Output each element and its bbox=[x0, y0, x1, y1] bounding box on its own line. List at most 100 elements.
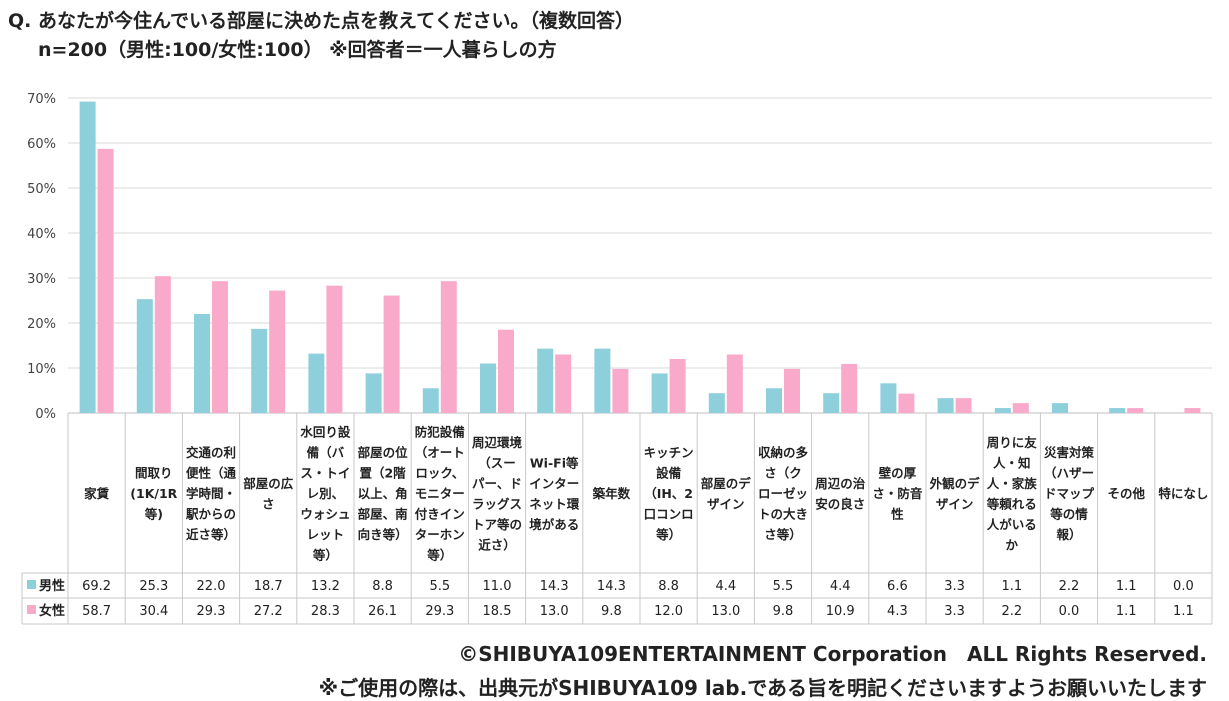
y-tick-label: 30% bbox=[27, 272, 56, 287]
data-label: 29.3 bbox=[197, 604, 226, 619]
category-label: 部屋の広さ bbox=[243, 476, 294, 512]
bar bbox=[612, 368, 629, 413]
category-label: キッチン設備（IH、2 口コンロ等） bbox=[644, 445, 694, 542]
bar bbox=[898, 393, 915, 413]
data-label: 0.0 bbox=[1173, 579, 1194, 594]
data-label: 6.6 bbox=[887, 579, 908, 594]
data-label: 2.2 bbox=[1059, 579, 1080, 594]
bar bbox=[97, 148, 114, 413]
data-label: 4.4 bbox=[715, 579, 736, 594]
data-label: 5.5 bbox=[429, 579, 450, 594]
bar bbox=[766, 388, 782, 413]
category-label: Wi-Fi等インターネット環境がある bbox=[529, 455, 580, 532]
data-label: 9.8 bbox=[601, 604, 622, 619]
legend-swatch bbox=[27, 580, 36, 589]
y-tick-label: 50% bbox=[27, 182, 56, 197]
data-label: 14.3 bbox=[540, 579, 569, 594]
bar bbox=[422, 388, 439, 413]
data-label: 69.2 bbox=[82, 579, 111, 594]
data-label: 3.3 bbox=[944, 579, 965, 594]
data-label: 18.5 bbox=[483, 604, 512, 619]
data-label: 4.3 bbox=[887, 604, 908, 619]
legend-label: 女性 bbox=[39, 603, 65, 619]
y-tick-label: 0% bbox=[35, 407, 56, 422]
bar bbox=[212, 281, 228, 413]
data-label: 0.0 bbox=[1059, 604, 1080, 619]
data-label: 13.0 bbox=[711, 604, 740, 619]
bar bbox=[480, 363, 496, 413]
bar bbox=[383, 295, 400, 413]
category-label: 防犯設備（オートロック、モニター付きインターホン等） bbox=[415, 425, 466, 563]
data-label: 14.3 bbox=[597, 579, 626, 594]
category-label: 収納の多さ（クローゼットの大きさ等） bbox=[758, 445, 809, 542]
category-label: 部屋のデザイン bbox=[701, 476, 752, 512]
bar bbox=[440, 281, 457, 413]
y-tick-label: 10% bbox=[27, 362, 56, 377]
legend-swatch bbox=[27, 605, 36, 614]
category-label: 外観のデザイン bbox=[929, 476, 981, 512]
data-label: 29.3 bbox=[425, 604, 454, 619]
bar bbox=[784, 368, 800, 413]
chart-subtitle: n=200（男性:100/女性:100） ※回答者＝一人暮らしの方 bbox=[38, 39, 557, 61]
bar bbox=[1012, 403, 1029, 413]
category-label: 特になし bbox=[1158, 486, 1208, 501]
data-label: 18.7 bbox=[254, 579, 283, 594]
bar bbox=[669, 359, 686, 413]
bar bbox=[1052, 403, 1068, 413]
data-label: 8.8 bbox=[372, 579, 393, 594]
data-label: 1.1 bbox=[1001, 579, 1022, 594]
data-label: 12.0 bbox=[654, 604, 683, 619]
data-label: 8.8 bbox=[658, 579, 679, 594]
bar bbox=[708, 393, 725, 413]
bar bbox=[154, 276, 171, 413]
bar bbox=[1127, 408, 1144, 413]
bar bbox=[726, 354, 743, 413]
bar bbox=[841, 363, 858, 413]
bar bbox=[1109, 408, 1126, 413]
category-label: 築年数 bbox=[592, 486, 631, 501]
data-label: 9.8 bbox=[773, 604, 794, 619]
data-label: 5.5 bbox=[773, 579, 794, 594]
category-label: 災害対策（ハザードマップ等の情報） bbox=[1043, 445, 1095, 542]
data-label: 28.3 bbox=[311, 604, 340, 619]
bar bbox=[326, 285, 343, 413]
bar bbox=[555, 354, 572, 413]
bar bbox=[937, 398, 954, 413]
bar bbox=[79, 101, 96, 413]
data-label: 1.1 bbox=[1116, 579, 1137, 594]
bar bbox=[955, 398, 972, 413]
bar bbox=[651, 373, 668, 413]
bar bbox=[498, 329, 514, 413]
bar bbox=[136, 299, 153, 413]
data-label: 26.1 bbox=[368, 604, 397, 619]
y-tick-label: 40% bbox=[27, 227, 56, 242]
category-label: 交通の利便性（通学時間・駅からの近さ等） bbox=[185, 445, 237, 542]
y-tick-label: 60% bbox=[27, 137, 56, 152]
data-label: 27.2 bbox=[254, 604, 283, 619]
data-label: 1.1 bbox=[1173, 604, 1194, 619]
bar bbox=[594, 348, 611, 413]
data-label: 4.4 bbox=[830, 579, 851, 594]
data-label: 58.7 bbox=[82, 604, 111, 619]
bar bbox=[269, 290, 286, 413]
bar bbox=[365, 373, 382, 413]
y-tick-label: 70% bbox=[27, 92, 56, 107]
data-label: 10.9 bbox=[826, 604, 855, 619]
category-label: 周辺の治安の良さ bbox=[815, 476, 866, 512]
data-label: 13.2 bbox=[311, 579, 340, 594]
data-label: 13.0 bbox=[540, 604, 569, 619]
chart-title: Q. あなたが今住んでいる部屋に決めた点を教えてください。（複数回答） bbox=[8, 10, 635, 32]
data-label: 22.0 bbox=[197, 579, 226, 594]
bar bbox=[194, 314, 210, 413]
bar bbox=[251, 328, 268, 413]
bar bbox=[994, 408, 1011, 413]
copyright-text: ©SHIBUYA109ENTERTAINMENT Corporation ALL… bbox=[458, 642, 1207, 666]
category-label: 周辺環境（スーパー、ドラッグストア等の近さ） bbox=[472, 435, 523, 553]
data-label: 3.3 bbox=[944, 604, 965, 619]
data-label: 2.2 bbox=[1001, 604, 1022, 619]
data-label: 25.3 bbox=[139, 579, 168, 594]
y-tick-label: 20% bbox=[27, 317, 56, 332]
category-label: その他 bbox=[1107, 486, 1145, 501]
bar bbox=[880, 383, 897, 413]
data-label: 30.4 bbox=[139, 604, 168, 619]
